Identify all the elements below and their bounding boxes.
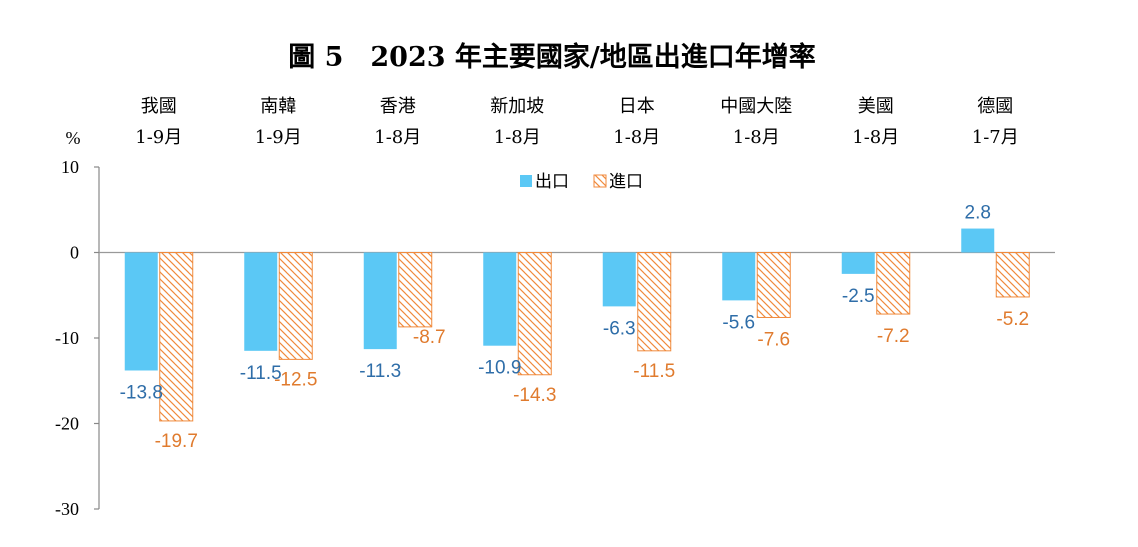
data-label-import: -8.7: [413, 327, 446, 348]
bar-import: [638, 253, 671, 351]
y-tick-label: -20: [55, 414, 79, 434]
bar-import: [160, 253, 193, 421]
legend-swatch-export: [520, 175, 532, 187]
bar-import: [757, 253, 790, 318]
category-period: 1-8月: [374, 127, 421, 148]
bar-import: [279, 253, 312, 360]
data-label-import: -5.2: [996, 309, 1029, 330]
bar-export: [364, 253, 397, 350]
category-period: 1-9月: [135, 127, 182, 148]
data-label-import: -12.5: [274, 369, 317, 390]
category-period: 1-8月: [852, 127, 899, 148]
data-label-export: -13.8: [120, 382, 163, 403]
bar-export: [244, 253, 277, 351]
chart-title: 圖 5 2023 年主要國家/地區出進口年增率: [288, 41, 816, 73]
data-label-export: -5.6: [722, 312, 755, 333]
category-name: 我國: [141, 96, 177, 117]
category-name: 香港: [380, 96, 416, 117]
y-tick-label: -30: [55, 499, 79, 519]
bar-import: [518, 253, 551, 375]
category-period: 1-7月: [972, 127, 1019, 148]
category-period: 1-9月: [255, 127, 302, 148]
bar-export: [125, 253, 158, 371]
category-name: 日本: [619, 96, 655, 117]
y-axis-unit: %: [66, 128, 81, 148]
bar-export: [483, 253, 516, 346]
y-tick-label: 0: [70, 243, 79, 263]
bar-import: [399, 253, 432, 327]
category-period: 1-8月: [494, 127, 541, 148]
data-label-export: -10.9: [478, 358, 521, 379]
data-label-export: -11.3: [359, 361, 401, 382]
category-name: 中國大陸: [720, 96, 792, 117]
data-label-export: -6.3: [603, 318, 636, 339]
category-name: 新加坡: [490, 96, 544, 117]
bar-export: [961, 229, 994, 253]
legend-label-import: 進口: [609, 172, 643, 192]
bar-export: [842, 253, 875, 274]
category-period: 1-8月: [613, 127, 660, 148]
bar-export: [603, 253, 636, 307]
bar-export: [722, 253, 755, 301]
category-period: 1-8月: [733, 127, 780, 148]
y-tick-label: 10: [61, 157, 79, 177]
data-label-import: -14.3: [513, 385, 556, 406]
bar-import: [877, 253, 910, 315]
data-label-import: -19.7: [155, 431, 198, 452]
legend-label-export: 出口: [535, 172, 569, 192]
bar-import: [996, 253, 1029, 297]
data-label-import: -7.6: [757, 329, 790, 350]
category-name: 德國: [977, 96, 1013, 117]
data-label-export: -2.5: [842, 286, 875, 307]
data-label-import: -7.2: [877, 326, 910, 347]
y-tick-label: -10: [55, 328, 79, 348]
category-name: 南韓: [260, 96, 296, 117]
category-name: 美國: [858, 96, 894, 117]
bar-chart: 圖 5 2023 年主要國家/地區出進口年增率 10 0 -10 -20 -30% 我國…: [0, 0, 1138, 547]
data-label-export: 2.8: [965, 203, 991, 224]
data-label-import: -11.5: [633, 361, 675, 382]
legend-swatch-import: [594, 175, 606, 187]
